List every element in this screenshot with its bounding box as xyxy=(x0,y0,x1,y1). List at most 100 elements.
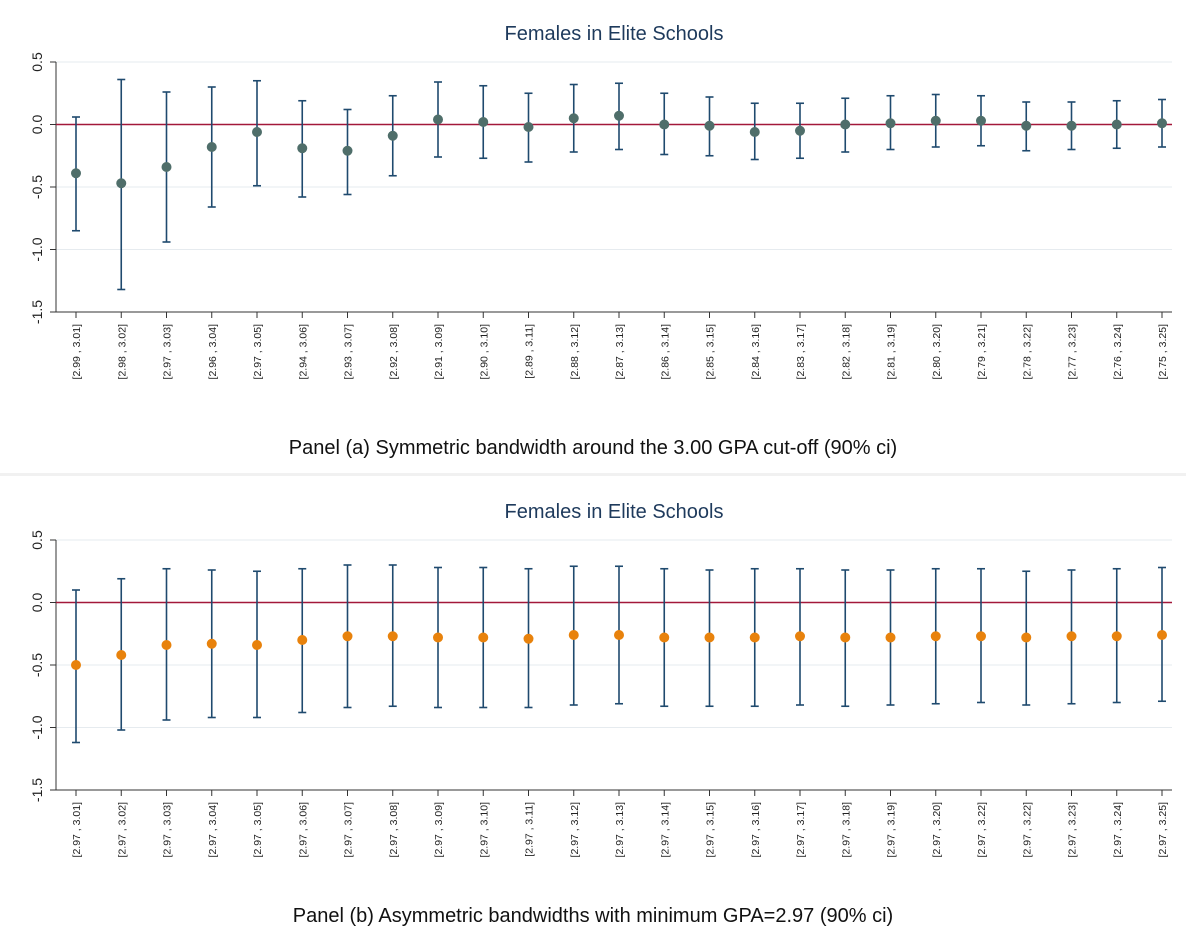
panel-b-xtick-label: [2.97 , 3.16] xyxy=(750,802,762,858)
panel-b-xtick-label: [2.97 , 3.09] xyxy=(433,802,445,858)
panel-a-xtick-label: [2.92 , 3.08] xyxy=(388,324,400,380)
panel-a-point xyxy=(206,142,217,152)
panel-a-xtick-label: [2.94 , 3.06] xyxy=(297,324,309,380)
panel-b-xtick-label: [2.97 , 3.25] xyxy=(1157,802,1169,858)
panel-a-xtick-label: [2.81 , 3.19] xyxy=(886,324,898,380)
panel-b-xtick-label: [2.97 , 3.22] xyxy=(976,802,988,858)
panel-a-xtick-label: [2.75 , 3.25] xyxy=(1157,324,1169,380)
panel-b-point xyxy=(252,640,262,650)
panel-b-title: Females in Elite Schools xyxy=(505,501,724,523)
panel-a-xtick-label: [2.88 , 3.12] xyxy=(569,324,581,380)
panel-a-point xyxy=(478,117,489,127)
panel-a-xtick-label: [2.76 , 3.24] xyxy=(1112,324,1124,380)
panel-a-point xyxy=(795,125,805,136)
panel-b-point xyxy=(614,630,624,640)
panel-a-xtick-label: [2.97 , 3.05] xyxy=(252,324,264,380)
panel-b-point xyxy=(704,632,715,643)
panel-a-xtick-label: [2.93 , 3.07] xyxy=(343,324,355,380)
panel-b-point xyxy=(1021,632,1032,643)
panel-b-point xyxy=(387,631,398,642)
panel-b-xtick-label: [2.97 , 3.07] xyxy=(343,802,355,858)
panel-b-point xyxy=(976,631,986,642)
panel-a-point xyxy=(433,114,443,125)
panel-b-point xyxy=(478,632,489,643)
panel-a-point xyxy=(161,162,172,172)
panel-b-xtick-label: [2.97 , 3.23] xyxy=(1067,802,1079,858)
panel-b-point xyxy=(930,631,941,642)
panel-a-caption: Panel (a) Symmetric bandwidth around the… xyxy=(288,437,898,459)
panel-a-title: Females in Elite Schools xyxy=(505,23,724,45)
panel-b-point xyxy=(71,660,81,670)
panel-b-point xyxy=(116,650,127,660)
panel-b-xtick-label: [2.97 , 3.13] xyxy=(614,802,626,858)
panel-b-ytick-label: 0.5 xyxy=(29,530,45,550)
panel-a-xtick-label: [2.80 , 3.20] xyxy=(931,324,943,380)
panel-a-chart: Females in Elite Schools 0.5 0.0 -0.5 -1.0 -1… xyxy=(29,23,1172,380)
panel-b-xtick-label: [2.97 , 3.12] xyxy=(569,802,581,858)
panel-b-xtick-label: [2.97 , 3.11] xyxy=(524,802,536,857)
panel-a-point xyxy=(614,110,624,121)
panel-a-xtick-label: [2.78 , 3.22] xyxy=(1021,324,1033,380)
panel-a-point xyxy=(1157,118,1167,129)
panel-a-xtick-label: [2.79 , 3.21] xyxy=(976,324,988,380)
panel-a-xtick-label: [2.84 , 3.16] xyxy=(750,324,762,380)
panel-b-xtick-label: [2.97 , 3.17] xyxy=(795,802,807,858)
panel-a-xtick-label: [2.77 , 3.23] xyxy=(1067,324,1079,380)
panel-b-point xyxy=(342,631,353,642)
panel-a-point xyxy=(930,115,941,126)
panel-a-xtick-label: [2.87 , 3.13] xyxy=(614,324,626,380)
panel-a-point xyxy=(523,122,534,132)
panel-b-xtick-label: [2.97 , 3.02] xyxy=(116,802,128,858)
panel-a-xtick-label: [2.91 , 3.09] xyxy=(433,324,445,380)
panel-a-point xyxy=(704,120,715,131)
panel-b-point xyxy=(206,638,217,649)
panel-b-point xyxy=(297,635,308,645)
panel-a-point xyxy=(659,119,670,130)
panel-a-point xyxy=(342,145,353,156)
panel-b-point xyxy=(749,632,760,643)
panel-a-point xyxy=(1111,119,1122,130)
panel-a-xtick-label: [2.98 , 3.02] xyxy=(116,324,128,380)
panel-a-xtick-label: [2.82 , 3.18] xyxy=(840,324,852,380)
panel-a-point xyxy=(387,130,398,141)
panel-a-xtick-label: [2.99 , 3.01] xyxy=(71,324,83,380)
panel-b-ytick-label: -0.5 xyxy=(29,653,45,677)
panel-a-xtick-label: [2.96 , 3.04] xyxy=(207,324,219,380)
panel-a-point xyxy=(1066,120,1077,131)
panel-a-point xyxy=(252,127,262,137)
panel-b-point xyxy=(1066,631,1077,642)
panel-a-ytick-label: -1.5 xyxy=(29,300,45,324)
panel-b-xtick-label: [2.97 , 3.08] xyxy=(388,802,400,858)
panel-a-xtick-label: [2.90 , 3.10] xyxy=(478,324,490,380)
panel-b-xtick-label: [2.97 , 3.04] xyxy=(207,802,219,858)
panel-a-point xyxy=(71,168,81,179)
panel-b-xtick-label: [2.97 , 3.22] xyxy=(1021,802,1033,858)
panel-b-xtick-label: [2.97 , 3.10] xyxy=(478,802,490,858)
panel-b-point xyxy=(795,631,805,642)
panel-a-point xyxy=(297,143,308,154)
panel-b-point xyxy=(1157,630,1167,640)
panel-a-xtick-label: [2.86 , 3.14] xyxy=(659,324,671,380)
panel-b-ytick-label: -1.5 xyxy=(29,778,45,802)
panel-b-chart: Females in Elite Schools 0.5 0.0 -0.5 -1.0 -1… xyxy=(29,501,1172,858)
panel-b-xtick-label: [2.97 , 3.15] xyxy=(705,802,717,858)
panel-a-ytick-label: 0.5 xyxy=(29,52,45,72)
panel-b-xtick-label: [2.97 , 3.18] xyxy=(840,802,852,858)
panel-b-ytick-label: -1.0 xyxy=(29,715,45,739)
panel-b-point xyxy=(433,632,443,643)
panel-a-ytick-label: -0.5 xyxy=(29,175,45,199)
panel-a-xtick-label: [2.85 , 3.15] xyxy=(705,324,717,380)
panel-a-ytick-label: 0.0 xyxy=(29,115,45,135)
panel-b-ytick-label: 0.0 xyxy=(29,593,45,613)
panel-b-xtick-label: [2.97 , 3.24] xyxy=(1112,802,1124,858)
panel-b-point xyxy=(1111,631,1122,642)
panel-a-point xyxy=(568,113,579,124)
panel-b-point xyxy=(523,633,534,644)
panel-divider xyxy=(0,473,1186,476)
panel-a-point xyxy=(116,178,127,189)
panel-a-xtick-label: [2.89 , 3.11] xyxy=(524,324,536,379)
panel-a-point xyxy=(976,115,986,126)
panel-b-point xyxy=(568,630,579,640)
panel-a-xtick-label: [2.97 , 3.03] xyxy=(162,324,174,380)
